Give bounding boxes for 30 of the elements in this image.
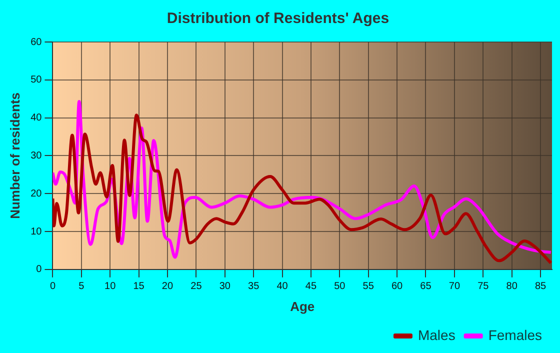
y-tick-label: 40 xyxy=(30,112,42,124)
x-tick-label: 80 xyxy=(506,281,518,292)
x-axis-title: Age xyxy=(290,298,315,314)
x-tick-label: 20 xyxy=(162,281,174,292)
x-tick-label: 25 xyxy=(190,281,202,292)
y-tick-label: 0 xyxy=(36,264,42,276)
y-tick-label: 20 xyxy=(30,188,42,200)
x-tick-label: 70 xyxy=(448,281,460,292)
x-tick-label: 0 xyxy=(50,281,56,292)
y-tick-label: 10 xyxy=(30,226,42,238)
x-tick-label: 40 xyxy=(276,281,288,292)
x-tick-label: 50 xyxy=(334,281,346,292)
y-tick-label: 50 xyxy=(30,74,42,86)
x-tick-label: 55 xyxy=(362,281,374,292)
y-tick-label: 60 xyxy=(30,36,42,48)
x-tick-label: 30 xyxy=(219,281,231,292)
legend-label: Females xyxy=(488,326,542,343)
x-tick-label: 85 xyxy=(534,281,547,292)
x-tick-label: 60 xyxy=(391,281,404,292)
y-tick-label: 30 xyxy=(30,150,42,162)
y-axis-title: Number of residents xyxy=(7,92,22,219)
x-tick-label: 75 xyxy=(478,281,490,292)
legend-label: Males xyxy=(418,326,456,343)
x-tick-label: 45 xyxy=(305,281,317,292)
x-tick-label: 15 xyxy=(133,281,145,292)
x-tick-label: 5 xyxy=(78,281,85,292)
x-tick-label: 10 xyxy=(104,281,116,292)
chart-title: Distribution of Residents' Ages xyxy=(166,10,390,28)
x-tick-label: 65 xyxy=(420,281,432,292)
x-tick-label: 35 xyxy=(248,281,260,292)
